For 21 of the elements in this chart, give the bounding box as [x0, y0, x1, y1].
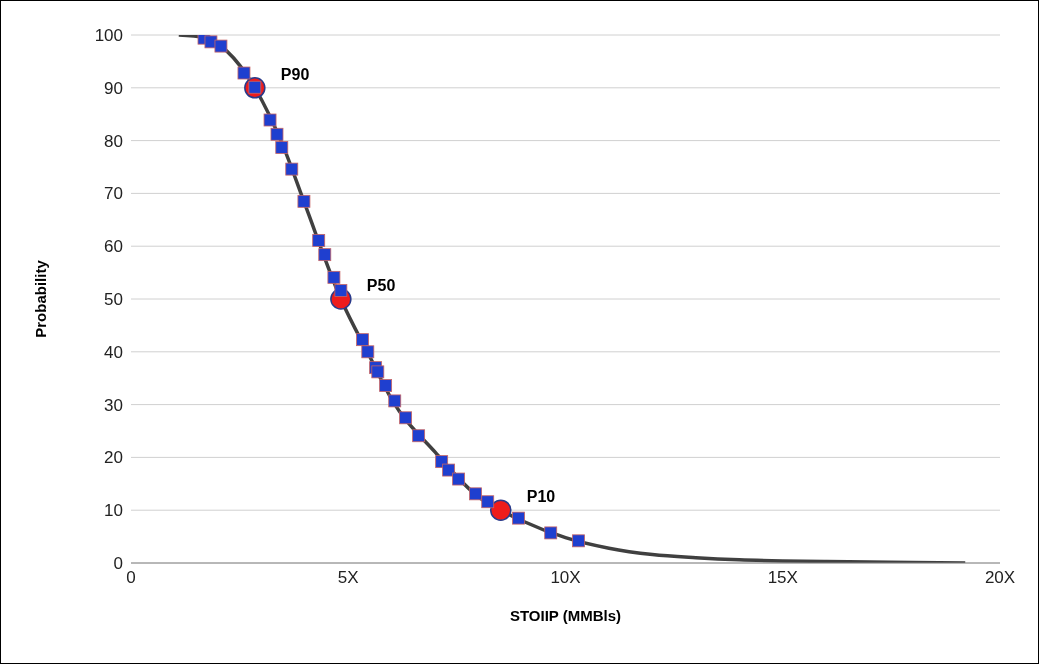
y-tick-label: 50 [104, 290, 123, 310]
y-tick-label: 70 [104, 184, 123, 204]
y-tick-label: 80 [104, 131, 123, 151]
x-axis-title: STOIIP (MMBls) [509, 607, 622, 624]
annotation: P10 [526, 488, 556, 506]
x-tick-label: 20X [984, 568, 1016, 588]
y-tick-label: 10 [104, 501, 123, 521]
y-tick-label: 30 [104, 395, 123, 415]
y-tick-label: 40 [104, 342, 123, 362]
y-tick-label: 20 [104, 448, 123, 468]
y-tick-label: 100 [94, 26, 123, 46]
y-tick-label: 0 [113, 554, 123, 574]
y-tick-label: 60 [104, 237, 123, 257]
x-tick-label: 0 [126, 568, 136, 588]
annotation: P50 [366, 277, 396, 294]
annotation: P90 [280, 65, 310, 83]
y-tick-label: 90 [104, 78, 123, 98]
x-tick-label: 15X [767, 568, 798, 588]
x-tick-label: 10X [550, 568, 581, 588]
x-tick-label: 5X [337, 568, 359, 588]
y-axis-title: Probability [32, 259, 50, 338]
